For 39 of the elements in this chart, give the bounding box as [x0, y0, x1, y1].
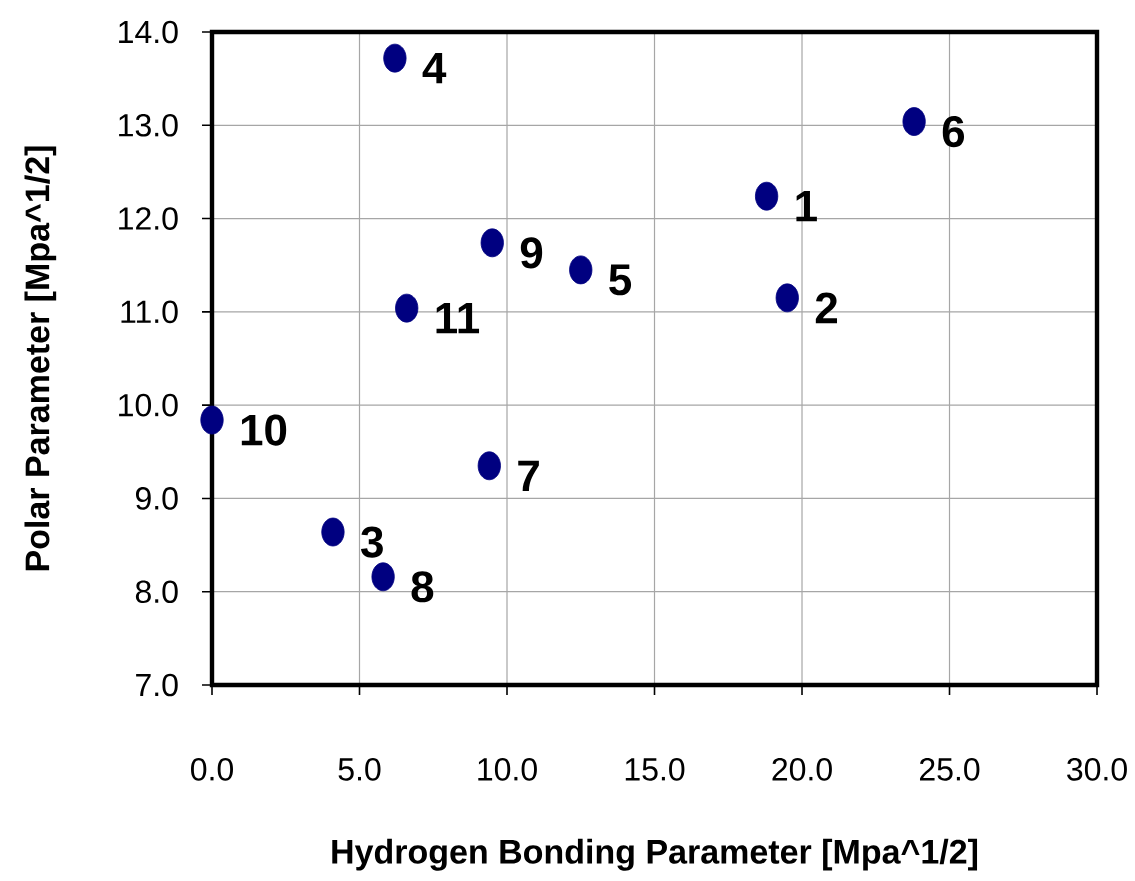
point [902, 107, 926, 136]
y-tick-label: 10.0 [119, 393, 178, 417]
x-tick-label: 30.0 [1067, 758, 1127, 781]
annotation: 10 [241, 414, 287, 446]
point [480, 228, 504, 258]
annotation: 6 [942, 115, 965, 148]
y-tick-label: 8.0 [135, 580, 178, 604]
y-tick-label: 14.0 [119, 20, 178, 44]
annotation: 5 [609, 264, 632, 296]
y-tick-label: 9.0 [135, 487, 178, 510]
x-tick-label: 25.0 [919, 758, 980, 781]
point [755, 181, 779, 211]
y-axis-title: Polar Parameter [Mpa^1/2] [24, 146, 57, 571]
x-tick-label: 15.0 [625, 758, 685, 781]
point [383, 43, 407, 73]
x-tick-label: 0.0 [191, 758, 234, 781]
point [321, 517, 345, 547]
annotation: 7 [518, 460, 539, 491]
x-axis-title: Hydrogen Bonding Parameter [Mpa^1/2] [332, 838, 978, 871]
point [371, 562, 395, 592]
y-tick-label: 12.0 [119, 207, 178, 230]
y-tick-label: 13.0 [119, 113, 178, 137]
x-tick-label: 5.0 [338, 758, 381, 781]
y-tick-label: 11.0 [121, 300, 178, 324]
y-tick-label: 7.0 [136, 673, 178, 697]
x-tick-label: 20.0 [772, 758, 832, 781]
point [395, 293, 419, 323]
x-tick-label: 10.0 [478, 758, 537, 781]
annotation: 2 [815, 292, 838, 324]
point [200, 405, 224, 435]
point [569, 255, 593, 285]
point [775, 283, 799, 313]
annotation: 4 [422, 52, 447, 84]
annotation: 9 [520, 237, 543, 269]
point [477, 451, 501, 481]
annotation: 3 [360, 526, 383, 558]
annotation: 11 [436, 302, 480, 334]
annotation: 8 [411, 571, 434, 603]
annotation: 1 [796, 191, 817, 222]
